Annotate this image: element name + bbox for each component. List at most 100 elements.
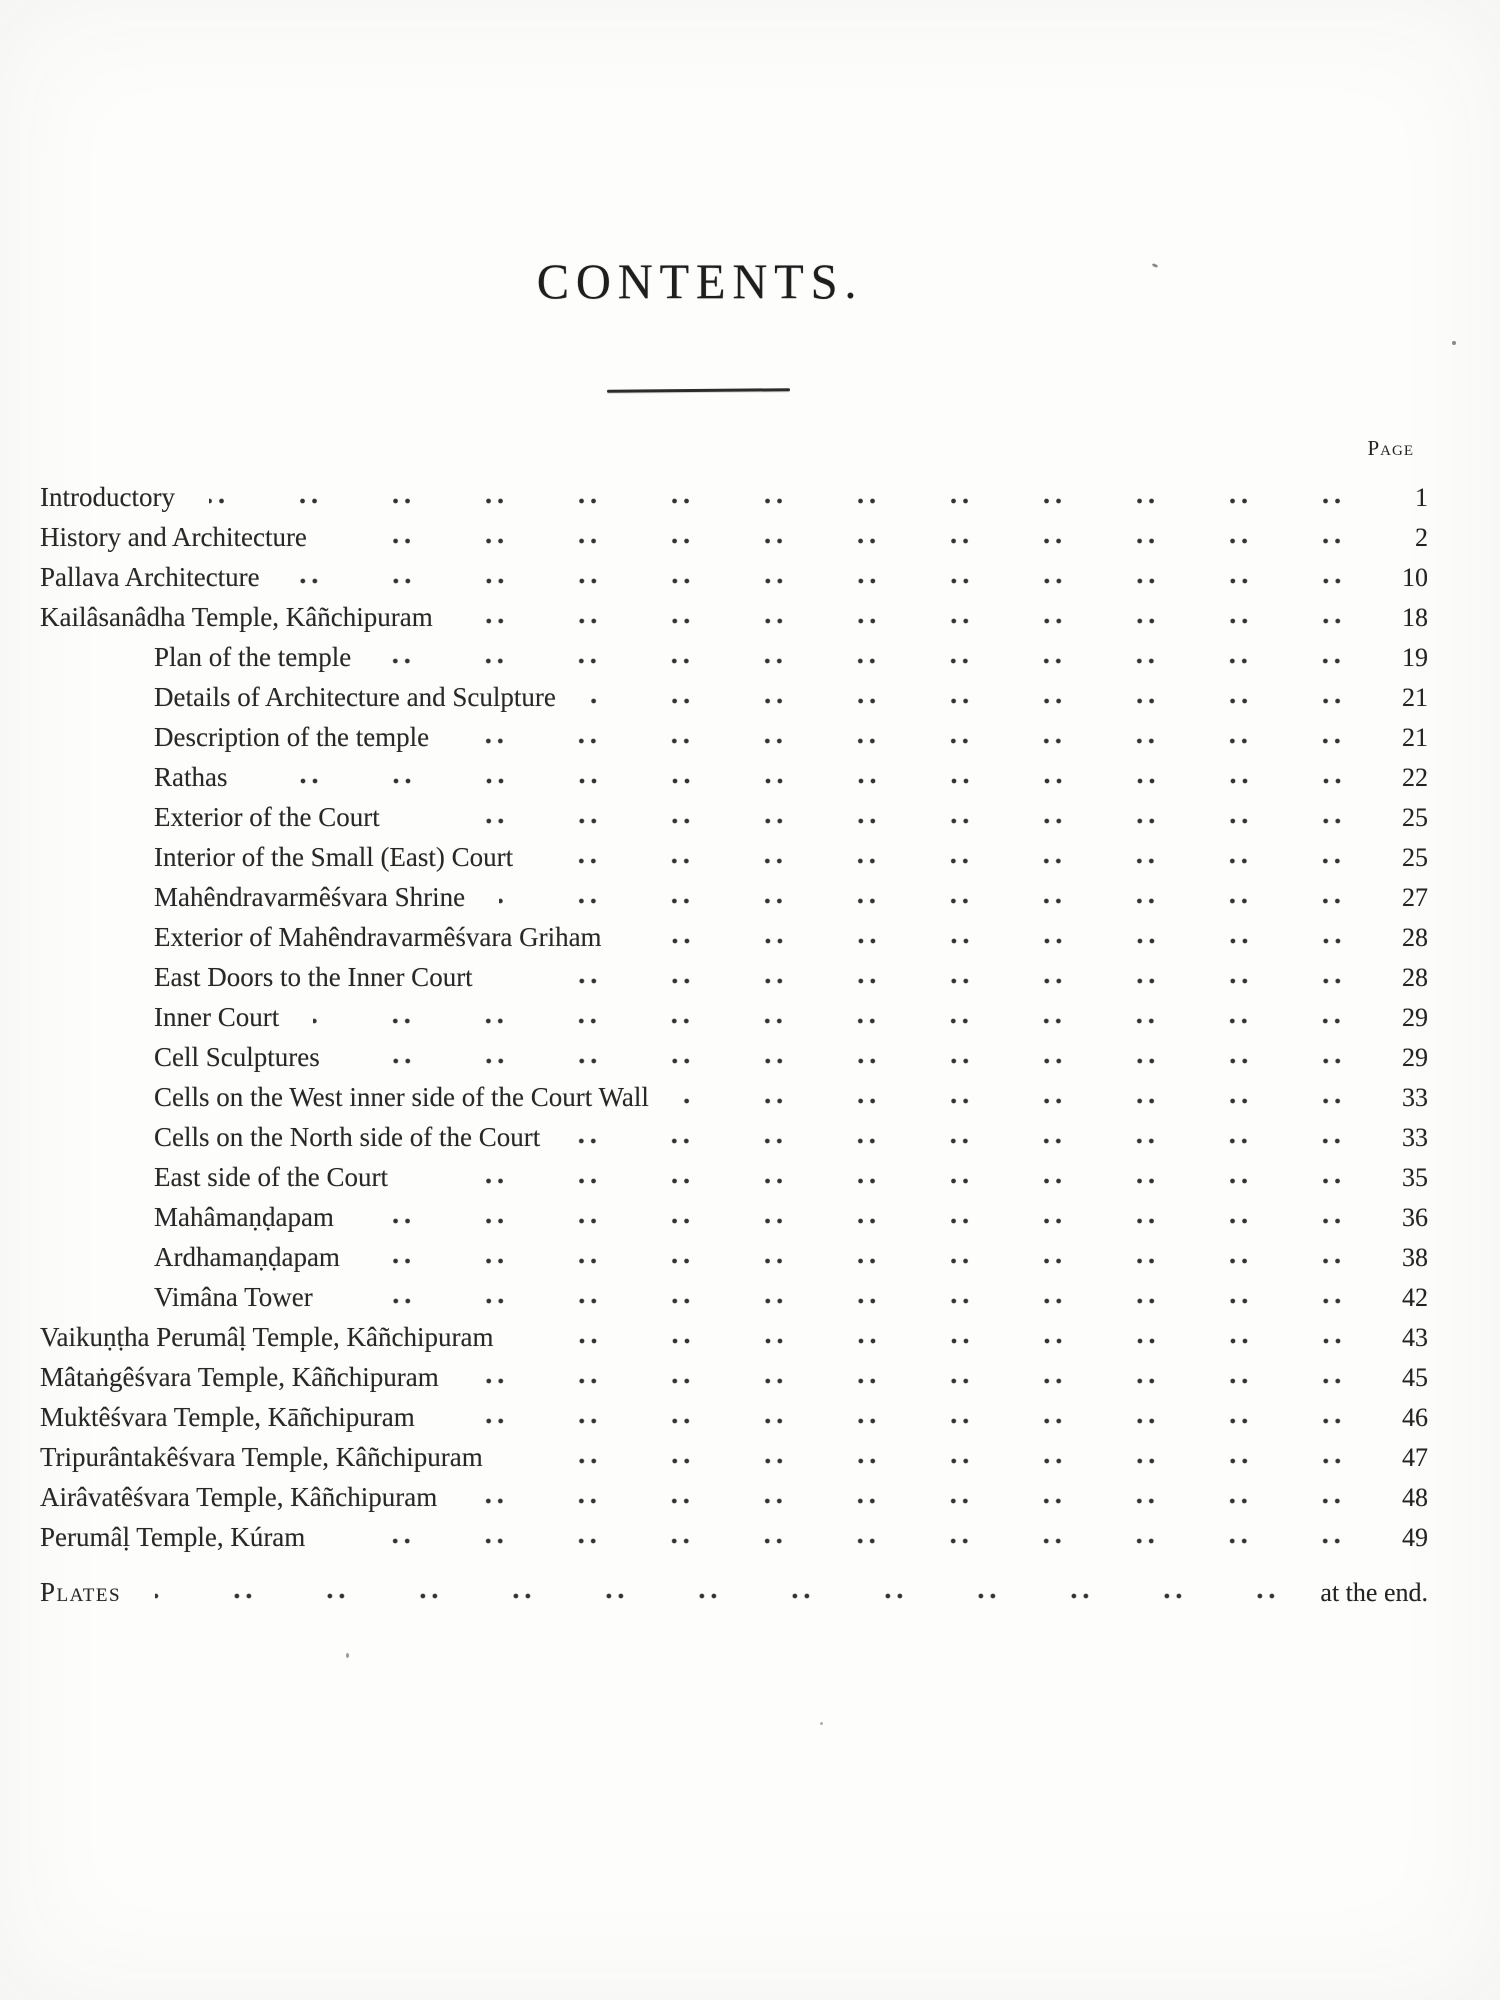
toc-entry-label: Exterior of Mahêndravarmêśvara Griham [154, 922, 602, 952]
dot-leader [261, 757, 1386, 797]
toc-entry-page: 10 [1402, 563, 1428, 592]
toc-row: Vaikuṇṭha Perumâḷ Temple, Kâñchipuram 43 [40, 1317, 1428, 1357]
toc-row: Introductory 1 [40, 477, 1428, 517]
toc-row: Details of Architecture and Sculpture 21 [40, 677, 1428, 717]
toc-entry-page: 33 [1402, 1083, 1428, 1112]
dot-leader [466, 597, 1386, 637]
toc-entry-page: 18 [1402, 603, 1428, 632]
toc-entry-label: Ardhamaṇḍapam [154, 1242, 340, 1272]
toc-entry-page: 45 [1402, 1363, 1428, 1392]
toc-entry-page: 46 [1402, 1403, 1428, 1432]
dot-leader [293, 557, 1386, 597]
dot-leader [471, 1477, 1386, 1517]
dot-leader [353, 1037, 1386, 1077]
toc-row: Vimâna Tower 42 [40, 1277, 1428, 1317]
toc-entry-label: East Doors to the Inner Court [154, 962, 473, 992]
toc-row: Rathas 22 [40, 757, 1428, 797]
toc-entry-page: 28 [1402, 923, 1428, 952]
dot-leader [373, 1237, 1386, 1277]
toc-entry-label: Cell Sculptures [154, 1042, 320, 1072]
dot-leader [448, 1397, 1386, 1437]
dot-leader [367, 1197, 1386, 1237]
toc-row: History and Architecture 2 [40, 517, 1428, 557]
toc-entry-page: 43 [1402, 1323, 1428, 1352]
toc-row: Tripurântakêśvara Temple, Kâñchipuram 47 [40, 1437, 1428, 1477]
toc-entry-page: 27 [1402, 883, 1428, 912]
toc-entry-label: Plan of the temple [154, 642, 352, 672]
dot-leader [547, 837, 1386, 877]
dot-leader [340, 517, 1386, 557]
toc-entry-label: Details of Architecture and Sculpture [154, 682, 556, 712]
page-column-header: Page [1367, 436, 1414, 460]
toc-entry-label: Cells on the North side of the Court [154, 1122, 541, 1152]
toc-entry-label: Kailâsanâdha Temple, Kâñchipuram [40, 602, 433, 632]
toc-row: Cells on the West inner side of the Cour… [40, 1077, 1428, 1117]
dot-leader [313, 997, 1386, 1037]
toc-row: Cells on the North side of the Court 33 [40, 1117, 1428, 1157]
toc-entry-label: Mâtaṅgêśvara Temple, Kâñchipuram [40, 1362, 439, 1392]
toc-entry-label: Interior of the Small (East) Court [154, 842, 514, 872]
toc-row: Perumâḷ Temple, Kúram 49 [40, 1517, 1428, 1557]
toc-entry-label: Rathas [154, 762, 228, 792]
toc-entry-label: Perumâḷ Temple, Kúram [40, 1522, 306, 1552]
toc-row: Airâvatêśvara Temple, Kâñchipuram 48 [40, 1477, 1428, 1517]
toc-row: Kailâsanâdha Temple, Kâñchipuram 18 [40, 597, 1428, 637]
toc-entry-page: 25 [1402, 843, 1428, 872]
toc-entry-page: 36 [1402, 1203, 1428, 1232]
toc-row: Plan of the temple 19 [40, 637, 1428, 677]
toc-entry-label: Exterior of the Court [154, 802, 380, 832]
toc-entry-label: Tripurântakêśvara Temple, Kâñchipuram [40, 1442, 483, 1472]
toc-row: East Doors to the Inner Court 28 [40, 957, 1428, 997]
scan-speck [1452, 341, 1456, 345]
toc-entry-page: 25 [1402, 803, 1428, 832]
toc-entry-label: Vaikuṇṭha Perumâḷ Temple, Kâñchipuram [40, 1322, 494, 1352]
toc-entry-page: 21 [1402, 723, 1428, 752]
toc-entry-page: 49 [1402, 1523, 1428, 1552]
toc-entry-label: Vimâna Tower [154, 1282, 313, 1312]
dot-leader [506, 957, 1386, 997]
toc-entry-page: 21 [1402, 683, 1428, 712]
toc-row: Plates at the end. [40, 1572, 1428, 1612]
dot-leader [208, 477, 1386, 517]
dot-leader [385, 637, 1386, 677]
toc-row: East side of the Court 35 [40, 1157, 1428, 1197]
scan-speck [820, 1722, 823, 1725]
toc-entry-page: 35 [1402, 1163, 1428, 1192]
toc-row: Mahêndravarmêśvara Shrine 27 [40, 877, 1428, 917]
page-title: CONTENTS. [536, 253, 864, 309]
dot-leader [421, 1157, 1386, 1197]
scan-speck [346, 1653, 349, 1658]
toc-entry-label: History and Architecture [40, 522, 307, 552]
toc-row: Description of the temple 21 [40, 717, 1428, 757]
toc-entry-label: Airâvatêśvara Temple, Kâñchipuram [40, 1482, 438, 1512]
toc-entry-page: 2 [1415, 523, 1428, 552]
toc-row: Ardhamaṇḍapam 38 [40, 1237, 1428, 1277]
toc-row: Exterior of Mahêndravarmêśvara Griham 28 [40, 917, 1428, 957]
toc-entry-page: 28 [1402, 963, 1428, 992]
toc-entry-label: Muktêśvara Temple, Kāñchipuram [40, 1402, 415, 1432]
dot-leader [339, 1517, 1386, 1557]
toc-row: Mâtaṅgêśvara Temple, Kâñchipuram 45 [40, 1357, 1428, 1397]
toc-row: Muktêśvara Temple, Kāñchipuram 46 [40, 1397, 1428, 1437]
toc-entry-label: Pallava Architecture [40, 562, 260, 592]
toc-entry-page: at the end. [1320, 1578, 1428, 1607]
dot-leader [472, 1357, 1386, 1397]
toc-entry-page: 1 [1415, 483, 1428, 512]
toc-row: Mahâmaṇḍapam 36 [40, 1197, 1428, 1237]
dot-leader [413, 797, 1386, 837]
dot-leader [346, 1277, 1386, 1317]
toc-entry-label: Mahâmaṇḍapam [154, 1202, 334, 1232]
toc-entry-page: 22 [1402, 763, 1428, 792]
toc-row: Inner Court 29 [40, 997, 1428, 1037]
toc-entry-label: Inner Court [154, 1002, 280, 1032]
dot-leader [682, 1077, 1386, 1117]
toc-entry-label: Plates [40, 1577, 122, 1607]
toc-entry-page: 48 [1402, 1483, 1428, 1512]
toc-row: Pallava Architecture 10 [40, 557, 1428, 597]
dot-leader [635, 917, 1386, 957]
toc-entry-label: Mahêndravarmêśvara Shrine [154, 882, 466, 912]
dot-leader [574, 1117, 1386, 1157]
toc-row: Interior of the Small (East) Court 25 [40, 837, 1428, 877]
dot-leader [499, 877, 1386, 917]
